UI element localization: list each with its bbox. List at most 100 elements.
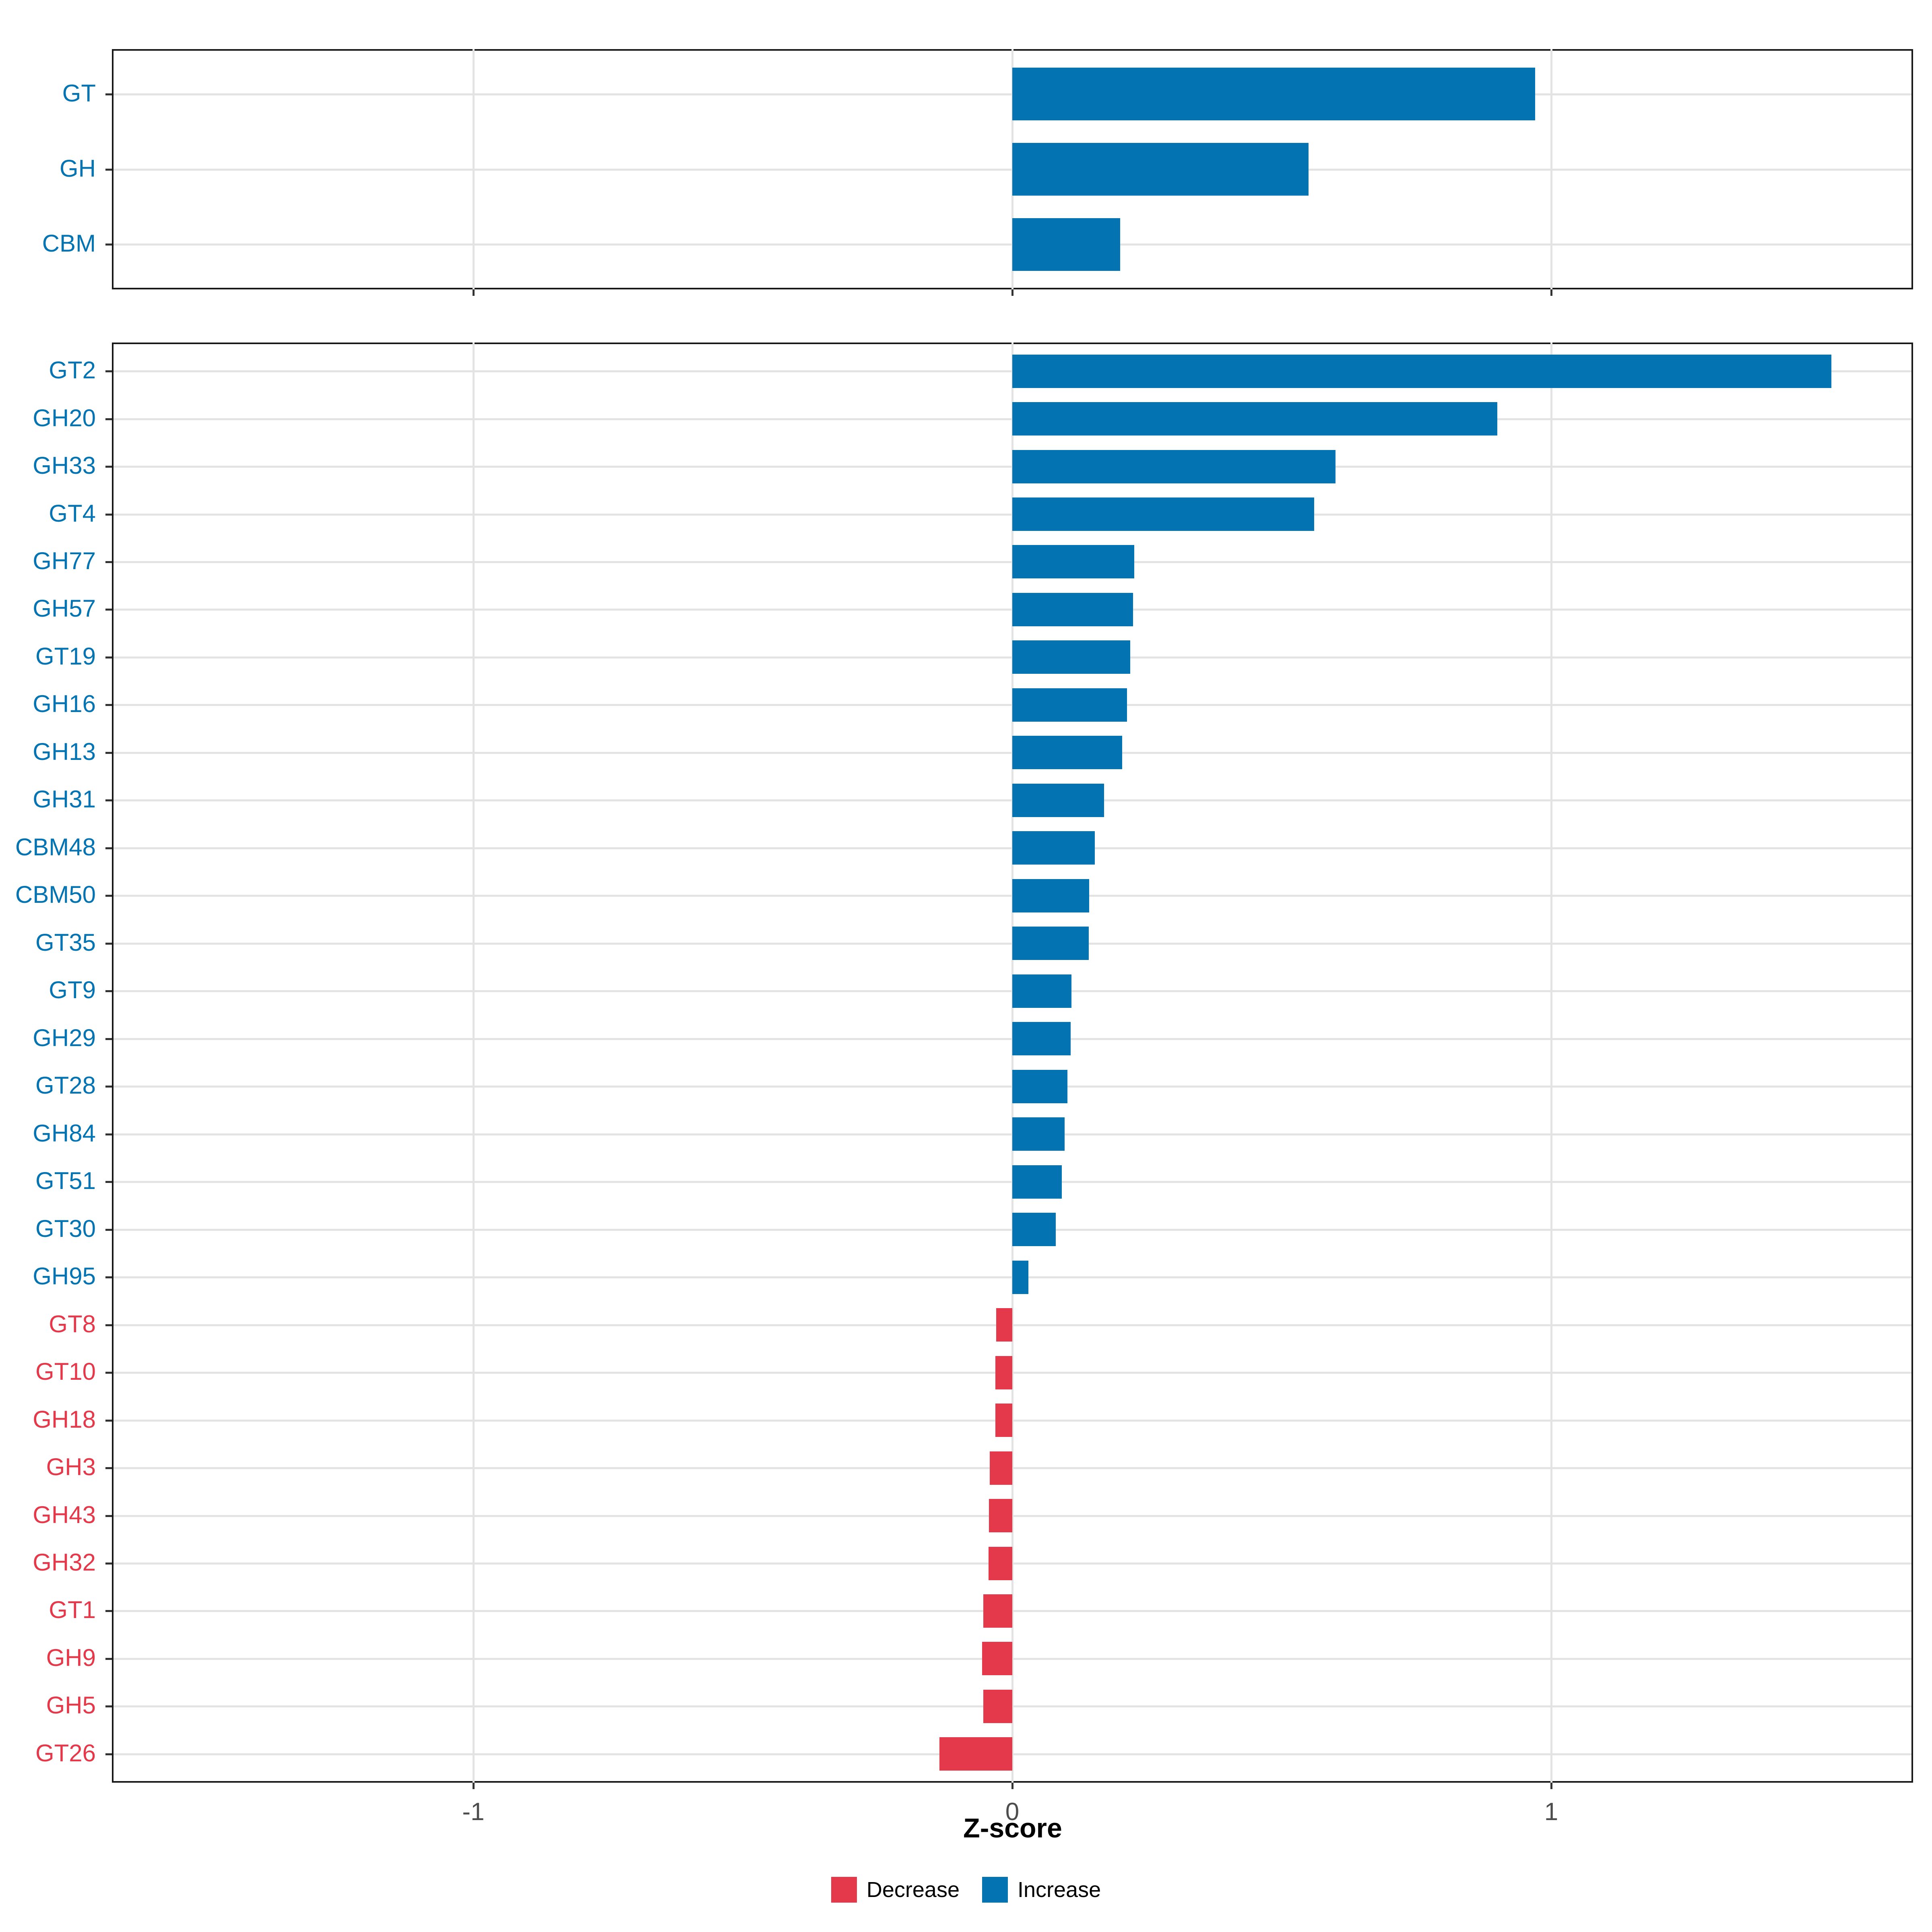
bar-gh95	[1012, 1261, 1028, 1294]
y-axis-label: GT1	[49, 1596, 96, 1623]
bar-gh5	[983, 1690, 1012, 1723]
y-tick	[105, 751, 112, 754]
y-grid-line	[114, 1610, 1911, 1612]
y-tick	[105, 847, 112, 849]
legend-label: Decrease	[866, 1878, 960, 1902]
y-tick	[105, 244, 112, 246]
y-grid-line	[114, 1657, 1911, 1660]
y-axis-label: GT51	[35, 1167, 96, 1194]
x-tick-label: -1	[462, 1798, 485, 1826]
bar-gt8	[996, 1308, 1012, 1342]
y-axis-label: GT35	[35, 929, 96, 956]
y-grid-line	[114, 1563, 1911, 1565]
y-axis-label: CBM	[42, 230, 96, 257]
y-tick	[105, 1610, 112, 1612]
bar-gh77	[1012, 545, 1134, 578]
bar-gt35	[1012, 927, 1089, 960]
y-grid-line	[114, 1419, 1911, 1422]
bar-gt19	[1012, 640, 1130, 674]
y-axis-label: GH9	[46, 1644, 96, 1671]
bar-gh20	[1012, 402, 1497, 436]
y-tick	[105, 168, 112, 171]
x-tick-label: 1	[1544, 1798, 1558, 1826]
y-tick	[105, 799, 112, 802]
legend-swatch-increase	[982, 1877, 1008, 1903]
x-tick	[1011, 289, 1013, 296]
bar-gh18	[995, 1404, 1012, 1437]
bar-gt4	[1012, 497, 1314, 531]
y-axis-label: GT9	[49, 976, 96, 1003]
y-axis-label: GH18	[33, 1406, 96, 1433]
y-axis-label: GH84	[33, 1120, 96, 1147]
x-grid-line	[1011, 343, 1013, 1783]
bar-gt26	[939, 1737, 1012, 1771]
bar-gh9	[982, 1642, 1012, 1675]
x-tick-label: 0	[1005, 1798, 1020, 1826]
y-tick	[105, 1228, 112, 1231]
y-tick	[105, 942, 112, 945]
x-tick	[1550, 289, 1552, 296]
bar-cbm50	[1012, 879, 1089, 912]
legend: Decrease Increase	[0, 1874, 1932, 1906]
y-axis-label: GT26	[35, 1740, 96, 1767]
legend-item-decrease: Decrease	[831, 1877, 960, 1903]
x-grid-line	[472, 343, 475, 1783]
y-tick	[105, 1657, 112, 1660]
bar-gt	[1012, 68, 1535, 120]
x-grid-line	[1550, 343, 1552, 1783]
y-axis-label: GH5	[46, 1692, 96, 1719]
bar-gt9	[1012, 974, 1071, 1008]
bar-gh57	[1012, 593, 1133, 626]
legend-item-increase: Increase	[982, 1877, 1101, 1903]
y-axis-label: GH95	[33, 1263, 96, 1290]
y-grid-line	[114, 1705, 1911, 1708]
y-axis-label: GH57	[33, 595, 96, 622]
y-axis-label: GT19	[35, 643, 96, 670]
y-axis-label: GH16	[33, 690, 96, 717]
bar-gt51	[1012, 1165, 1062, 1199]
y-tick	[105, 418, 112, 420]
y-tick	[105, 561, 112, 563]
y-axis-label: GH31	[33, 786, 96, 813]
y-tick	[105, 1705, 112, 1708]
y-tick	[105, 1086, 112, 1088]
bar-gt28	[1012, 1070, 1067, 1103]
y-tick	[105, 895, 112, 897]
y-grid-line	[114, 1467, 1911, 1470]
y-grid-line	[114, 1515, 1911, 1517]
y-tick	[105, 1515, 112, 1517]
y-tick	[105, 990, 112, 993]
y-axis-label: GH13	[33, 738, 96, 765]
y-axis-label: GH3	[46, 1453, 96, 1480]
y-tick	[105, 370, 112, 373]
y-tick	[105, 1563, 112, 1565]
bar-gh32	[989, 1547, 1012, 1580]
legend-label: Increase	[1017, 1878, 1101, 1902]
y-axis-label: GT10	[35, 1358, 96, 1385]
y-tick	[105, 513, 112, 516]
bar-gh	[1012, 143, 1309, 196]
y-tick	[105, 93, 112, 95]
y-tick	[105, 656, 112, 658]
y-axis-label: GT30	[35, 1215, 96, 1242]
y-axis-label: GH77	[33, 547, 96, 574]
bar-gt1	[983, 1594, 1012, 1628]
bar-gh84	[1012, 1117, 1065, 1151]
y-tick	[105, 1753, 112, 1755]
bar-gt2	[1012, 355, 1831, 388]
y-axis-label: GH33	[33, 452, 96, 479]
y-tick	[105, 1324, 112, 1326]
y-grid-line	[114, 1372, 1911, 1374]
y-tick	[105, 1467, 112, 1470]
y-axis-label: GT8	[49, 1311, 96, 1338]
x-tick	[1550, 1783, 1552, 1789]
y-tick	[105, 1419, 112, 1422]
y-axis-label: GT28	[35, 1072, 96, 1099]
y-axis-label: GT2	[49, 357, 96, 384]
y-tick	[105, 1372, 112, 1374]
y-tick	[105, 466, 112, 468]
bar-gt30	[1012, 1213, 1056, 1246]
x-tick	[472, 289, 475, 296]
bar-cbm	[1012, 218, 1120, 271]
